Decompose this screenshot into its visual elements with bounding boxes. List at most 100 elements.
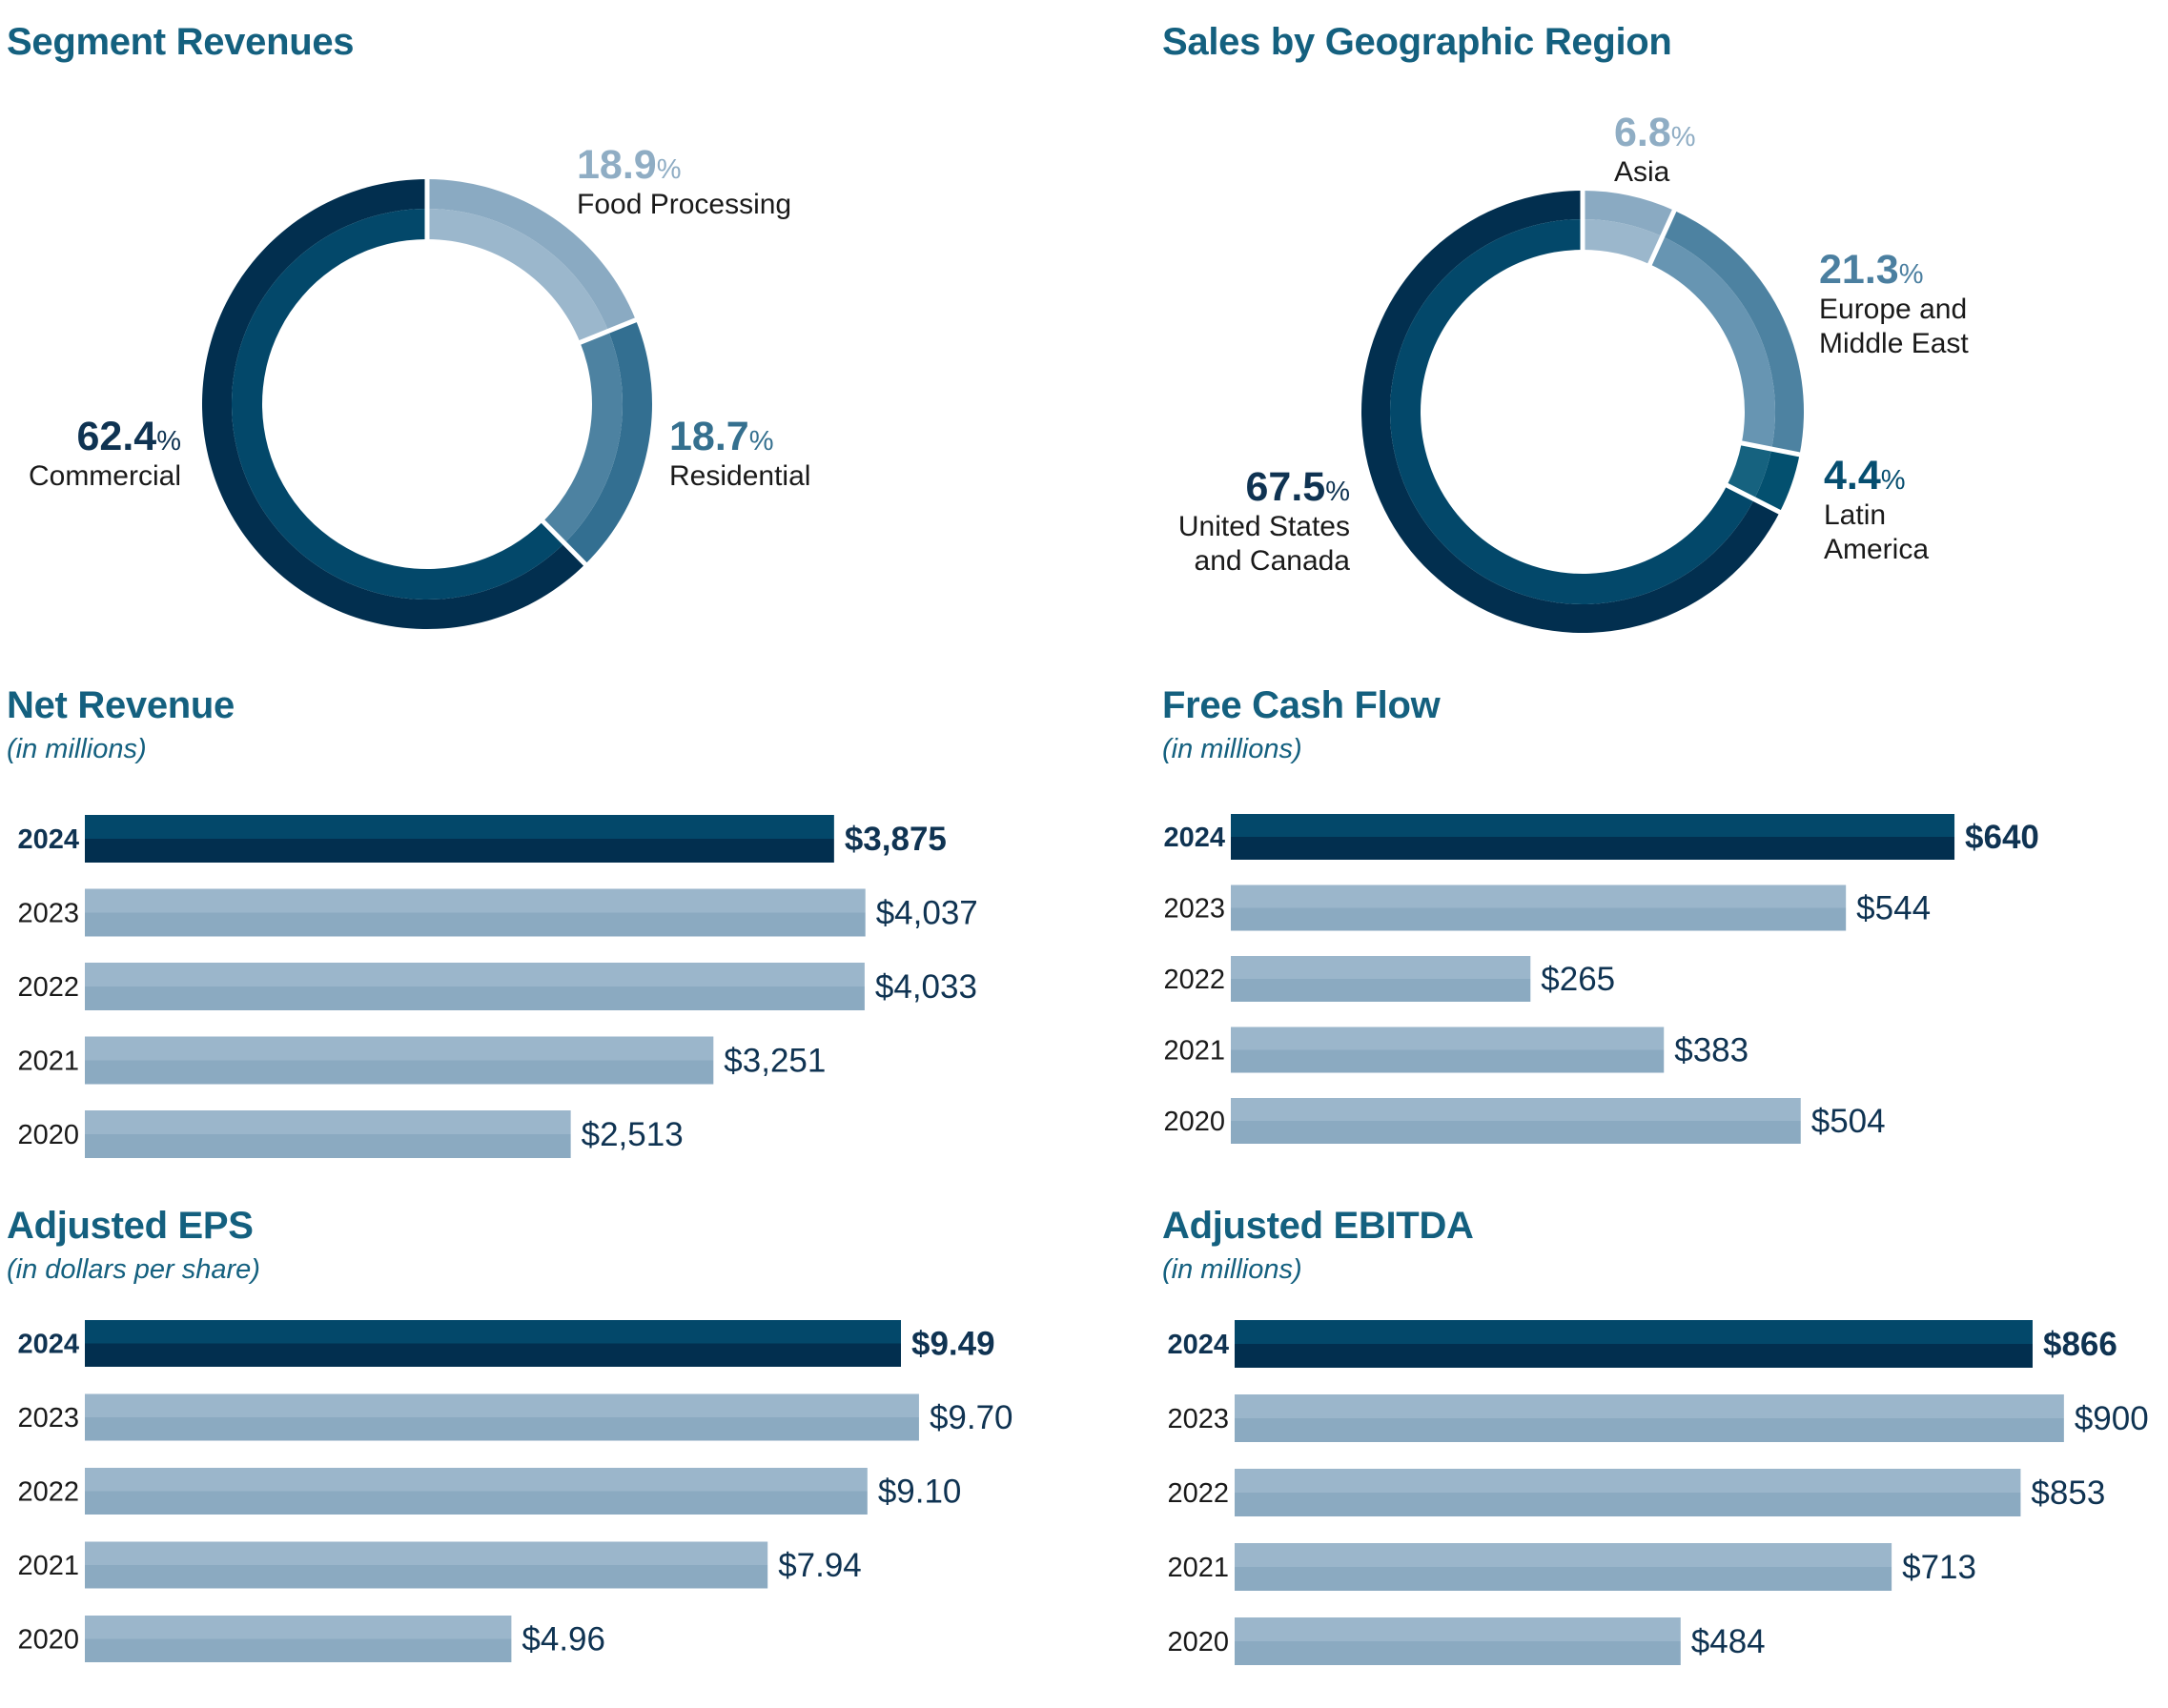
value-label: $484 [1691, 1623, 1766, 1660]
slice-name-label: United States [1178, 511, 1350, 542]
bar-top-band [85, 963, 865, 986]
bar-row-2020: 2020 $2,513 [17, 1110, 684, 1158]
bar-row-2020: 2020 $504 [1163, 1098, 1886, 1144]
slice-name-label: America [1824, 534, 1929, 565]
slice-percent-label: 6.8% [1614, 110, 1696, 155]
bar-bottom-band [1235, 1493, 2021, 1516]
bar-row-2020: 2020 $484 [1167, 1617, 1766, 1665]
year-label: 2022 [17, 972, 79, 1003]
bar-top-band [1231, 956, 1531, 979]
bar-row-2023: 2023 $4,037 [17, 888, 978, 937]
slice-percent-label: 67.5% [1246, 464, 1351, 510]
slice-percent-label: 18.9% [577, 142, 682, 188]
value-label: $9.70 [930, 1399, 1013, 1436]
bar-top-band [85, 1320, 901, 1344]
bar-top-band [1235, 1469, 2021, 1493]
slice-separator [1646, 206, 1679, 269]
slice-outer-band [1662, 210, 1804, 455]
net-revenue-subtitle: (in millions) [7, 734, 147, 764]
slice-name-label: Middle East [1819, 328, 1969, 359]
bar-top-band [85, 1468, 868, 1492]
value-label: $7.94 [778, 1547, 862, 1584]
bar-bottom-band [1235, 1418, 2064, 1442]
adjusted-eps-subtitle: (in dollars per share) [7, 1254, 260, 1285]
bar-row-2021: 2021 $713 [1167, 1543, 1976, 1591]
value-label: $900 [2075, 1400, 2149, 1437]
percent-value: 4.4 [1824, 453, 1881, 498]
year-label: 2023 [1163, 894, 1225, 925]
bar-row-2023: 2023 $900 [1167, 1394, 2149, 1442]
year-label: 2022 [1167, 1478, 1229, 1509]
bar-bottom-band [1235, 1641, 1681, 1665]
bar-bottom-band [85, 1343, 901, 1367]
bar-top-band [1231, 1027, 1665, 1050]
percent-value: 67.5 [1246, 464, 1326, 510]
year-label: 2024 [1167, 1330, 1229, 1360]
bar-row-2022: 2022 $853 [1167, 1469, 2105, 1516]
bar-bottom-band [1235, 1567, 1892, 1591]
year-label: 2021 [17, 1551, 79, 1581]
bar-bottom-band [85, 1491, 868, 1515]
bar-bottom-band [85, 912, 866, 937]
slice-name-label: Europe and [1819, 294, 1967, 325]
bar-row-2022: 2022 $9.10 [17, 1468, 961, 1515]
bar-bottom-band [1231, 1049, 1665, 1073]
year-label: 2020 [17, 1625, 79, 1656]
slice-inner-band [542, 331, 623, 543]
bar-top-band [1231, 1098, 1801, 1121]
percent-sign: % [749, 426, 774, 457]
bar-bottom-band [85, 986, 865, 1010]
net-revenue-bars: 2024 $3,875 2023 $4,037 2022 $4,033 2021 $3,251… [17, 815, 978, 1158]
year-label: 2021 [1167, 1553, 1229, 1583]
adjusted-eps-bars: 2024 $9.49 2023 $9.70 2022 $9.10 2021 $7.94 2020… [17, 1320, 1013, 1662]
year-label: 2020 [1167, 1627, 1229, 1657]
bar-top-band [1235, 1617, 1681, 1641]
bar-top-band [85, 1393, 919, 1417]
slice-name-label: Residential [669, 460, 810, 492]
slice-europe-and-middle-east [1649, 210, 1804, 455]
adjusted-ebitda-title: Adjusted EBITDA [1162, 1205, 1474, 1247]
percent-value: 21.3 [1819, 247, 1899, 293]
slice-food-processing [427, 179, 636, 343]
slice-commercial [201, 179, 585, 629]
bar-row-2023: 2023 $544 [1163, 884, 1931, 931]
slice-name-label: Asia [1614, 156, 1670, 188]
bar-top-band [1235, 1394, 2064, 1418]
slice-percent-label: 18.7% [669, 414, 774, 459]
percent-value: 6.8 [1614, 110, 1671, 155]
bar-row-2023: 2023 $9.70 [17, 1393, 1013, 1441]
year-label: 2024 [1163, 823, 1225, 853]
bar-bottom-band [85, 1638, 512, 1662]
slice-latin-america [1727, 442, 1800, 513]
bar-row-2020: 2020 $4.96 [17, 1616, 605, 1662]
value-label: $4.96 [522, 1621, 605, 1658]
adjusted-ebitda-bars: 2024 $866 2023 $900 2022 $853 2021 $713 2020 $484 [1167, 1320, 2149, 1665]
bar-bottom-band [1235, 1344, 2033, 1368]
value-label: $866 [2043, 1326, 2117, 1363]
bar-row-2024: 2024 $9.49 [17, 1320, 995, 1367]
bar-bottom-band [1231, 1121, 1801, 1144]
year-label: 2024 [17, 1330, 79, 1360]
value-label: $2,513 [582, 1116, 684, 1153]
slice-separator [1722, 481, 1785, 517]
bar-row-2021: 2021 $7.94 [17, 1541, 862, 1589]
year-label: 2023 [17, 1403, 79, 1434]
percent-sign: % [657, 154, 682, 185]
year-label: 2020 [17, 1120, 79, 1150]
free-cash-flow-bars: 2024 $640 2023 $544 2022 $265 2021 $383 2020 $504 [1163, 814, 2039, 1144]
segment-revenues-donut: 18.9%Food Processing18.7%Residential62.4… [29, 142, 810, 629]
bar-top-band [85, 815, 834, 839]
free-cash-flow-subtitle: (in millions) [1162, 734, 1302, 764]
year-label: 2021 [1163, 1036, 1225, 1067]
slice-separator [575, 315, 641, 347]
slice-name-label: Food Processing [577, 189, 791, 220]
bar-row-2021: 2021 $3,251 [17, 1036, 826, 1085]
value-label: $640 [1965, 819, 2039, 856]
slice-name-label: Latin [1824, 499, 1886, 531]
value-label: $544 [1856, 890, 1931, 927]
slice-asia [1583, 191, 1675, 265]
bar-bottom-band [1231, 907, 1847, 931]
value-label: $265 [1541, 961, 1615, 998]
